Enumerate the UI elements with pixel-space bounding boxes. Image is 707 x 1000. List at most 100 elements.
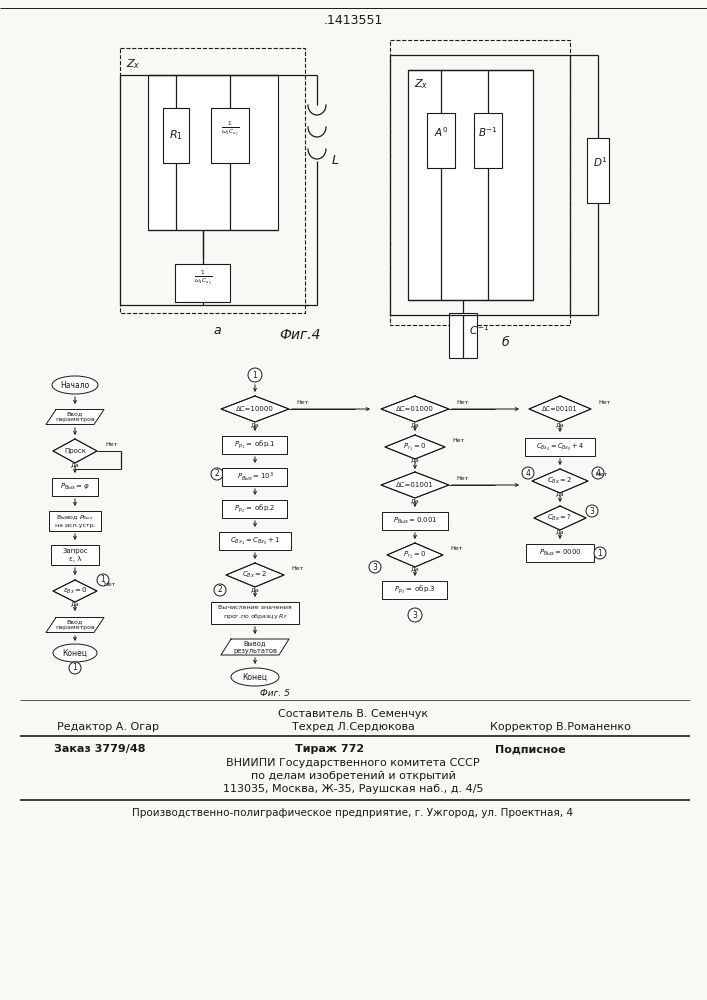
Text: ΔС=01001: ΔС=01001: [396, 482, 434, 488]
Bar: [526, 544, 594, 562]
Polygon shape: [387, 543, 443, 567]
Text: $P_{\text{Вых}}=0000$: $P_{\text{Вых}}=0000$: [539, 548, 581, 558]
Text: $D^1$: $D^1$: [592, 155, 607, 169]
Text: $\frac{1}{\omega_1 C_{x_2}}$: $\frac{1}{\omega_1 C_{x_2}}$: [194, 269, 212, 287]
Circle shape: [586, 505, 598, 517]
Polygon shape: [385, 435, 445, 459]
Text: Составитель В. Семенчук: Составитель В. Семенчук: [278, 709, 428, 719]
Bar: [474, 112, 502, 167]
Bar: [408, 70, 533, 300]
Text: $P_{r_2}=0$: $P_{r_2}=0$: [403, 549, 427, 561]
Text: Да: Да: [71, 601, 79, 606]
Text: Вычисление значения
прог.по образцу $R_P$: Вычисление значения прог.по образцу $R_P…: [218, 605, 292, 621]
Text: Ввод
параметров: Ввод параметров: [55, 620, 95, 630]
Text: $P_{Вых}=10^3$: $P_{Вых}=10^3$: [237, 471, 274, 483]
Text: $R_1$: $R_1$: [169, 128, 183, 142]
Text: Да: Да: [556, 530, 564, 534]
Bar: [223, 468, 288, 486]
Text: Нет: Нет: [456, 477, 468, 482]
Text: Вывод
результатов: Вывод результатов: [233, 641, 277, 654]
Bar: [148, 75, 278, 230]
Text: $C_{Вх_4}=C_{Вх_0}+4$: $C_{Вх_4}=C_{Вх_0}+4$: [536, 441, 584, 453]
Text: $C_{Вх_1}=C_{Вх_0}+1$: $C_{Вх_1}=C_{Вх_0}+1$: [230, 535, 280, 547]
Bar: [120, 48, 305, 313]
Circle shape: [522, 467, 534, 479]
Circle shape: [69, 662, 81, 674]
Bar: [49, 511, 101, 531]
Text: Нет: Нет: [456, 400, 468, 406]
Polygon shape: [221, 639, 289, 655]
Text: Нет: Нет: [598, 400, 610, 406]
Text: Да: Да: [250, 422, 259, 428]
Text: Да: Да: [250, 587, 259, 592]
Bar: [427, 112, 455, 167]
Ellipse shape: [53, 644, 97, 662]
Bar: [52, 478, 98, 496]
Bar: [382, 512, 448, 530]
Text: Да: Да: [71, 462, 79, 468]
Text: Редактор А. Огар: Редактор А. Огар: [57, 722, 159, 732]
Bar: [382, 581, 448, 599]
Text: 3: 3: [373, 562, 378, 572]
Bar: [175, 264, 230, 302]
Text: Нет: Нет: [452, 438, 464, 444]
Text: $\frac{1}{\omega_1 C_{x_1}}$: $\frac{1}{\omega_1 C_{x_1}}$: [221, 120, 239, 138]
Text: Да: Да: [556, 491, 564, 496]
Text: а: а: [214, 324, 221, 338]
Text: 1: 1: [100, 576, 105, 584]
Text: Ввод
параметров: Ввод параметров: [55, 412, 95, 422]
Text: .1413551: .1413551: [323, 13, 382, 26]
Circle shape: [248, 368, 262, 382]
Bar: [163, 107, 189, 162]
Text: 2: 2: [218, 585, 223, 594]
Bar: [390, 40, 570, 325]
Text: ΔС=01000: ΔС=01000: [396, 406, 434, 412]
Text: Фиг. 5: Фиг. 5: [260, 688, 290, 698]
Text: Да: Да: [411, 498, 419, 504]
Text: $C^{-1}$: $C^{-1}$: [469, 323, 489, 337]
Ellipse shape: [231, 668, 279, 686]
Text: Да: Да: [556, 422, 564, 428]
Circle shape: [211, 468, 223, 480]
Text: 2: 2: [215, 470, 219, 479]
Text: 4: 4: [525, 468, 530, 478]
Text: $B^{-1}$: $B^{-1}$: [478, 125, 498, 139]
Polygon shape: [46, 617, 104, 633]
Text: б: б: [501, 336, 509, 350]
Text: Нет: Нет: [291, 566, 303, 572]
Text: Фиг.4: Фиг.4: [279, 328, 321, 342]
Text: ΔС=10000: ΔС=10000: [236, 406, 274, 412]
Text: по делам изобретений и открытий: по делам изобретений и открытий: [250, 771, 455, 781]
Text: $C_{Вх}=?$: $C_{Вх}=?$: [547, 513, 573, 523]
Text: Нет: Нет: [103, 582, 115, 587]
Bar: [211, 602, 299, 624]
Polygon shape: [381, 472, 449, 498]
Text: 1: 1: [252, 370, 257, 379]
Circle shape: [408, 608, 422, 622]
Text: Запрос
ε, λ: Запрос ε, λ: [62, 548, 88, 562]
Polygon shape: [53, 580, 97, 602]
Polygon shape: [46, 410, 104, 424]
Bar: [51, 545, 99, 565]
Text: 4: 4: [595, 468, 600, 478]
Text: $P_{р_2}=$ обр.2: $P_{р_2}=$ обр.2: [235, 503, 276, 515]
Bar: [587, 137, 609, 202]
Text: Техред Л.Сердюкова: Техред Л.Сердюкова: [291, 722, 414, 732]
Circle shape: [97, 574, 109, 586]
Text: 3: 3: [590, 506, 595, 516]
Bar: [223, 500, 288, 518]
Text: $P_{р_1}=$ обр.1: $P_{р_1}=$ обр.1: [234, 439, 276, 451]
Text: Начало: Начало: [60, 380, 90, 389]
Text: Нет: Нет: [105, 442, 117, 448]
Text: $Z_x$: $Z_x$: [414, 77, 428, 91]
Text: $C_{Вх}=2$: $C_{Вх}=2$: [243, 570, 268, 580]
Text: 1: 1: [597, 548, 602, 558]
Polygon shape: [534, 506, 586, 530]
Text: $A^0$: $A^0$: [433, 125, 448, 139]
Text: Да: Да: [411, 458, 419, 462]
Polygon shape: [226, 563, 284, 587]
Polygon shape: [381, 396, 449, 422]
Text: Да: Да: [411, 422, 419, 428]
Bar: [525, 438, 595, 456]
Ellipse shape: [52, 376, 98, 394]
